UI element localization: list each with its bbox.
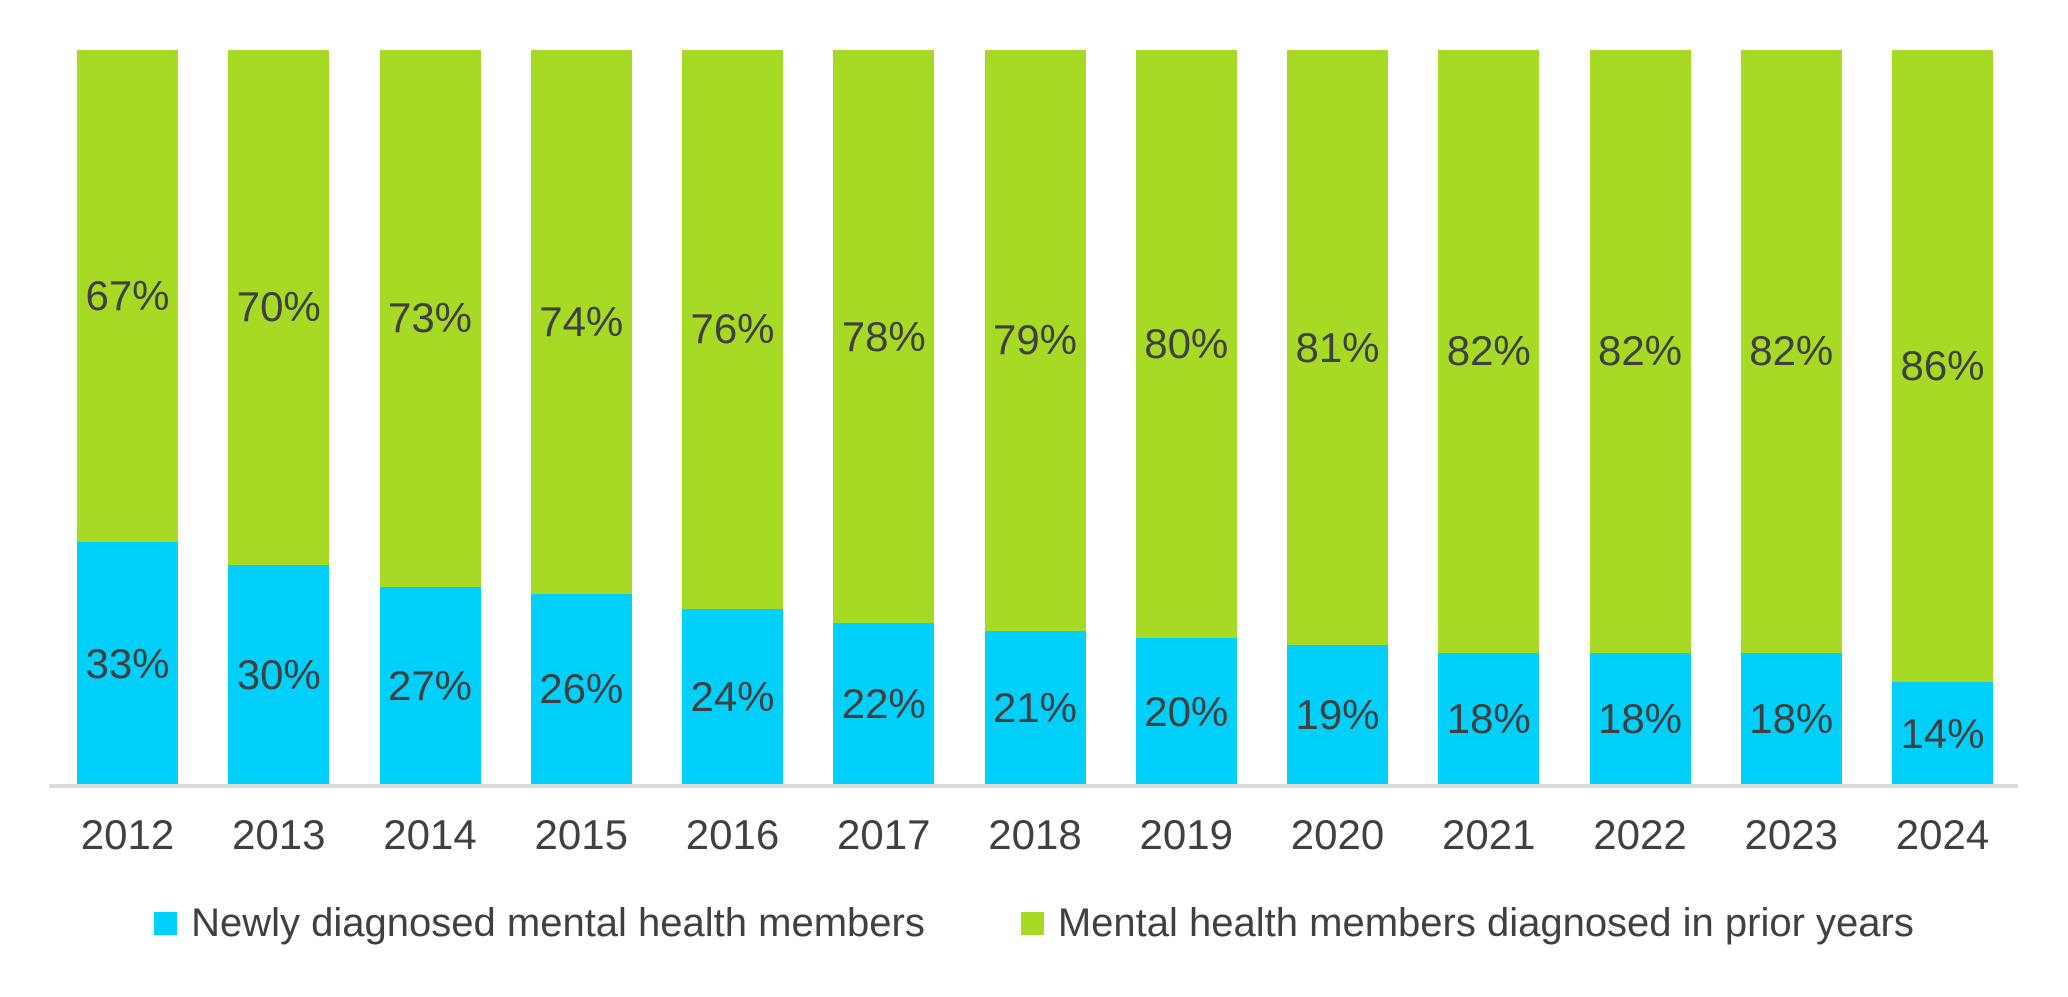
segment-prior-years-2017: 78% [833, 50, 935, 624]
bar-2021: 82% 18% [1438, 50, 1540, 785]
segment-value-label-prior-years-2019: 80% [1144, 320, 1229, 367]
segment-newly-diagnosed-2018: 21% [984, 630, 1086, 785]
bar-2012: 67% 33% [77, 50, 178, 785]
segment-newly-diagnosed-2023: 18% [1740, 652, 1842, 785]
segment-value-label-newly-diagnosed-2021: 18% [1446, 694, 1531, 742]
legend-label-prior-years: Mental health members diagnosed in prior… [1057, 901, 1914, 945]
legend-swatch-prior-years-icon [1020, 911, 1044, 935]
legend: Newly diagnosed mental health members Me… [0, 900, 2068, 946]
segment-value-label-newly-diagnosed-2016: 24% [690, 672, 775, 720]
bar-2018: 79% 21% [984, 50, 1086, 785]
segment-value-label-prior-years-2016: 76% [690, 305, 775, 353]
bar-2016: 76% 24% [682, 50, 783, 785]
x-axis-label-2022: 2022 [1593, 811, 1687, 858]
bar-2024: 86% 14% [1892, 50, 1993, 785]
x-axis-label-2020: 2020 [1290, 811, 1385, 858]
bar-2017: 78% 22% [833, 50, 935, 785]
x-axis-label-2013: 2013 [232, 811, 326, 858]
x-axis-label-2021: 2021 [1442, 811, 1536, 858]
segment-newly-diagnosed-2019: 20% [1135, 638, 1237, 785]
segment-prior-years-2012: 67% [77, 50, 178, 543]
x-axis-label-2015: 2015 [534, 811, 628, 858]
segment-value-label-newly-diagnosed-2023: 18% [1749, 694, 1834, 742]
segment-value-label-newly-diagnosed-2020: 19% [1295, 691, 1380, 739]
segment-newly-diagnosed-2014: 27% [379, 586, 481, 785]
segment-prior-years-2013: 70% [228, 50, 330, 565]
bar-2022: 82% 18% [1589, 50, 1691, 785]
segment-prior-years-2018: 79% [984, 50, 1086, 631]
segment-prior-years-2015: 74% [530, 50, 632, 594]
segment-value-label-newly-diagnosed-2017: 22% [841, 680, 926, 728]
segment-prior-years-2021: 82% [1438, 50, 1540, 653]
segment-value-label-prior-years-2020: 81% [1295, 323, 1380, 371]
bar-2023: 82% 18% [1740, 50, 1842, 785]
segment-value-label-newly-diagnosed-2013: 30% [236, 650, 321, 698]
segment-value-label-newly-diagnosed-2012: 33% [85, 639, 170, 687]
segment-newly-diagnosed-2020: 19% [1287, 645, 1388, 785]
x-axis-label-2014: 2014 [383, 811, 477, 858]
legend-item-newly-diagnosed: Newly diagnosed mental health members [154, 900, 925, 946]
x-axis-labels: 2012 2013 2014 2015 2016 2017 2018 2019 2020 2021… [77, 811, 1993, 858]
segment-prior-years-2020: 81% [1287, 50, 1388, 646]
segment-value-label-newly-diagnosed-2019: 20% [1144, 687, 1229, 735]
segment-value-label-newly-diagnosed-2024: 14% [1900, 709, 1985, 757]
segment-value-label-prior-years-2022: 82% [1597, 327, 1683, 375]
segment-newly-diagnosed-2024: 14% [1892, 682, 1993, 785]
segment-value-label-prior-years-2012: 67% [85, 272, 170, 320]
bar-2019: 80% 20% [1135, 50, 1237, 785]
segment-value-label-prior-years-2018: 79% [992, 316, 1078, 364]
segment-value-label-prior-years-2017: 78% [841, 312, 926, 360]
segment-value-label-prior-years-2024: 86% [1900, 342, 1985, 390]
bar-2020: 81% 19% [1287, 50, 1388, 785]
segment-value-label-prior-years-2023: 82% [1749, 327, 1834, 375]
legend-label-newly-diagnosed: Newly diagnosed mental health members [191, 901, 925, 945]
segment-value-label-newly-diagnosed-2022: 18% [1597, 694, 1683, 742]
segment-newly-diagnosed-2022: 18% [1589, 652, 1691, 785]
x-axis-label-2016: 2016 [685, 811, 780, 858]
segment-prior-years-2023: 82% [1740, 50, 1842, 653]
segment-value-label-newly-diagnosed-2014: 27% [387, 661, 473, 709]
segment-value-label-prior-years-2015: 74% [539, 297, 624, 345]
segment-newly-diagnosed-2016: 24% [682, 608, 783, 785]
segment-newly-diagnosed-2013: 30% [228, 564, 330, 785]
x-axis-line [49, 784, 2018, 788]
segment-value-label-newly-diagnosed-2018: 21% [992, 683, 1078, 731]
bar-2013: 70% 30% [228, 50, 330, 785]
x-axis-label-2018: 2018 [988, 811, 1082, 858]
segment-value-label-prior-years-2014: 73% [387, 294, 473, 342]
segment-value-label-prior-years-2021: 82% [1446, 327, 1531, 375]
x-axis-label-2017: 2017 [837, 811, 931, 858]
segment-prior-years-2024: 86% [1892, 50, 1993, 683]
segment-prior-years-2022: 82% [1589, 50, 1691, 653]
segment-newly-diagnosed-2017: 22% [833, 623, 935, 785]
segment-prior-years-2019: 80% [1135, 50, 1237, 638]
segment-value-label-prior-years-2013: 70% [236, 283, 321, 331]
bar-2014: 73% 27% [379, 50, 481, 785]
x-axis-label-2023: 2023 [1744, 811, 1838, 858]
legend-item-prior-years: Mental health members diagnosed in prior… [1020, 900, 1914, 946]
segment-newly-diagnosed-2015: 26% [530, 593, 632, 785]
legend-swatch-newly-diagnosed-icon [154, 911, 178, 935]
segment-newly-diagnosed-2012: 33% [77, 542, 178, 785]
segment-prior-years-2016: 76% [682, 50, 783, 609]
plot-area: 67% 33% 70% 30% 73% 27% 74% 26% 76% 24% 78% 22% 79% 2… [77, 50, 1993, 785]
segment-prior-years-2014: 73% [379, 50, 481, 587]
x-axis-label-2012: 2012 [80, 811, 175, 858]
segment-value-label-newly-diagnosed-2015: 26% [539, 665, 624, 713]
x-axis-label-2019: 2019 [1139, 811, 1233, 858]
x-axis-label-2024: 2024 [1895, 811, 1990, 858]
bar-2015: 74% 26% [530, 50, 632, 785]
segment-newly-diagnosed-2021: 18% [1438, 652, 1540, 785]
